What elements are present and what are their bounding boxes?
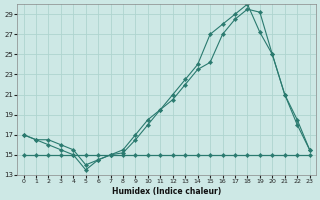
X-axis label: Humidex (Indice chaleur): Humidex (Indice chaleur) (112, 187, 221, 196)
